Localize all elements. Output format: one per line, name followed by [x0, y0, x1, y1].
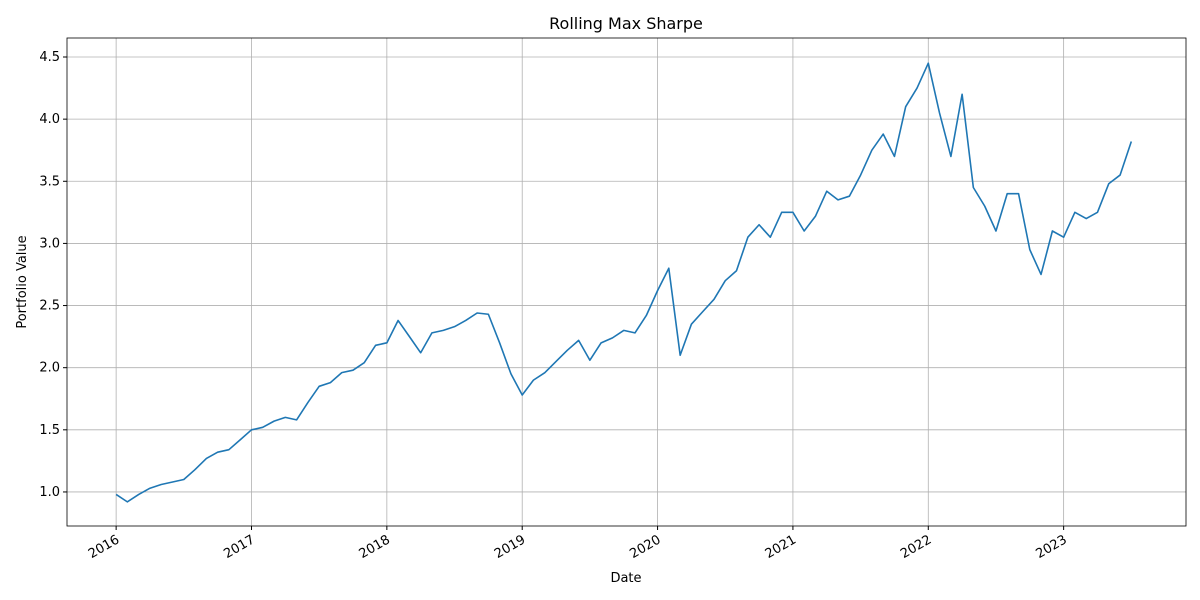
y-tick-label: 4.5: [39, 50, 60, 65]
y-tick-label: 2.5: [39, 299, 60, 314]
x-axis-label: Date: [610, 571, 641, 586]
y-tick-label: 1.0: [39, 485, 60, 500]
chart-title: Rolling Max Sharpe: [549, 14, 703, 33]
y-tick-label: 4.0: [39, 112, 60, 127]
y-tick-label: 3.5: [39, 174, 60, 189]
plot-frame: [66, 37, 1187, 527]
y-tick-label: 3.0: [39, 236, 60, 251]
y-tick-label: 2.0: [39, 361, 60, 376]
y-tick-label: 1.5: [39, 423, 60, 438]
data-line: [115, 62, 1133, 503]
y-axis-label: Portfolio Value: [15, 235, 30, 328]
